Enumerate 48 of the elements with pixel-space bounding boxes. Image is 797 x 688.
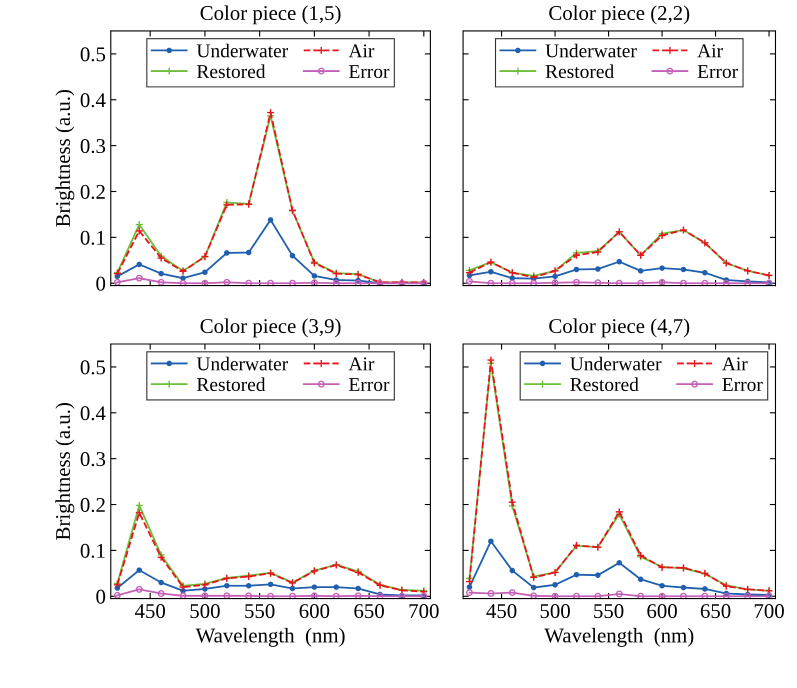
- legend-label: Underwater: [196, 44, 288, 58]
- y-tick-label: 0.3: [80, 452, 106, 466]
- legend-label: Error: [349, 65, 390, 78]
- x-tick-label: 450: [134, 604, 166, 618]
- legend-label: Error: [722, 378, 763, 392]
- y-tick-label: 0.4: [80, 93, 106, 108]
- x-tick-label: 600: [647, 604, 677, 618]
- y-tick-label: 0.2: [80, 498, 105, 512]
- y-tick-label: 0: [96, 590, 106, 604]
- y-tick-label: 0.2: [80, 184, 105, 200]
- legend-label: Underwater: [546, 44, 637, 58]
- legend-label: Air: [697, 44, 723, 58]
- legend-label: Underwater: [196, 356, 288, 370]
- x-tick-label: 450: [486, 604, 516, 618]
- chart-title: Color piece (4,7): [549, 318, 690, 338]
- legend-label: Restored: [196, 377, 266, 392]
- legend-label: Error: [349, 378, 390, 392]
- chart-title: Color piece (1,5): [200, 5, 341, 24]
- x-tick-label: 500: [540, 604, 570, 618]
- x-tick-label: 550: [245, 604, 274, 618]
- x-axis-title: Wavelength (nm): [544, 628, 694, 647]
- y-tick-label: 0.3: [80, 139, 106, 154]
- legend-label: Air: [722, 357, 748, 370]
- y-tick-label: 0.5: [80, 360, 106, 374]
- x-tick-label: 650: [700, 604, 730, 618]
- x-tick-label: 700: [410, 604, 439, 618]
- y-tick-label: 0.1: [80, 230, 105, 245]
- y-tick-label: 0.4: [80, 406, 106, 420]
- y-tick-label: 0.5: [80, 47, 106, 62]
- legend-label: Restored: [570, 377, 639, 392]
- x-tick-label: 700: [754, 604, 784, 618]
- y-axis-title: Brightness (a.u.): [55, 403, 74, 540]
- x-tick-label: 600: [300, 604, 330, 618]
- legend-label: Restored: [546, 64, 614, 78]
- y-tick-label: 0.1: [80, 544, 105, 558]
- x-axis-title: Wavelength (nm): [196, 628, 345, 647]
- legend-label: Air: [348, 357, 374, 370]
- legend-label: Underwater: [570, 356, 662, 370]
- chart-title: Color piece (2,2): [549, 5, 690, 24]
- x-tick-label: 550: [594, 604, 624, 618]
- legend-label: Restored: [196, 64, 266, 78]
- x-tick-label: 500: [190, 604, 220, 618]
- y-tick-label: 0: [96, 276, 106, 291]
- y-axis-title: Brightness (a.u.): [55, 90, 74, 227]
- chart-title: Color piece (3,9): [200, 318, 341, 338]
- legend-label: Air: [348, 44, 374, 58]
- legend-label: Error: [698, 65, 738, 78]
- x-tick-label: 650: [354, 604, 384, 618]
